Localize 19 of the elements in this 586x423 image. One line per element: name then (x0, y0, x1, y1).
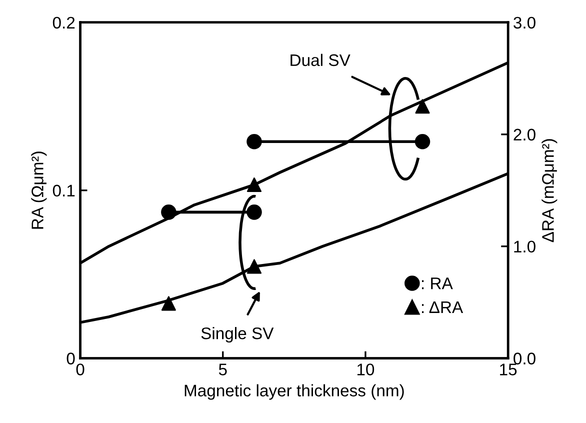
legend-label: : RA (422, 278, 453, 290)
y2-tick-label: 1.0 (514, 240, 536, 253)
x-tick-label: 10 (357, 364, 374, 376)
y2-tick-label: 2.0 (514, 128, 536, 141)
x-tick-label: 15 (500, 364, 517, 376)
legend-label: : ΔRA (422, 301, 464, 313)
x-axis-title: Magnetic layer thickness (nm) (184, 384, 404, 400)
point (415, 99, 430, 114)
y-tick-label: 0 (66, 352, 75, 364)
annotation: Dual SV (290, 54, 350, 66)
y2-tick-label: 3.0 (514, 16, 536, 29)
y-axis-title: RA (Ωμm²) (31, 152, 47, 229)
y-tick-label: 0.2 (52, 16, 75, 29)
y-tick-label: 0.1 (52, 184, 75, 197)
y2-axis-title: ΔRA (mΩμm²) (542, 139, 558, 242)
annotation: Single SV (201, 327, 274, 343)
x-tick-label: 0 (76, 364, 84, 376)
x-tick-label: 5 (218, 364, 227, 376)
y2-tick-label: 0.0 (514, 352, 536, 364)
